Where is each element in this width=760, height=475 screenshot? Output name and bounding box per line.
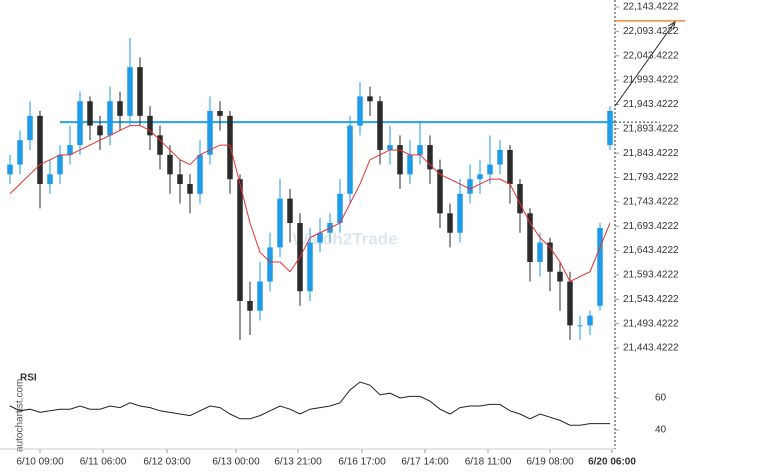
- rsi-label: RSI: [20, 373, 37, 384]
- candle-body: [267, 247, 273, 282]
- y-tick-label: 21,693.4222: [623, 221, 679, 232]
- candle-body: [577, 325, 583, 327]
- x-tick-label: 6/19 08:00: [526, 457, 574, 468]
- candle-body: [427, 145, 433, 170]
- candle-body: [567, 281, 573, 326]
- candle-body: [247, 300, 253, 311]
- x-tick-label: 6/12 03:00: [143, 457, 191, 468]
- candle-body: [17, 140, 23, 165]
- candle-body: [307, 242, 313, 292]
- candle-body: [387, 145, 393, 150]
- candle-body: [117, 101, 123, 116]
- candle-body: [397, 145, 403, 175]
- moving-average: [9, 125, 611, 283]
- y-tick-label: 22,143.4222: [623, 2, 679, 13]
- candle-body: [417, 145, 423, 155]
- y-tick-label: 21,543.4222: [623, 294, 679, 305]
- candle-body: [47, 174, 53, 185]
- candle-body: [27, 115, 33, 141]
- candle-body: [457, 193, 463, 233]
- candle-body: [127, 67, 133, 116]
- candle-body: [227, 115, 233, 180]
- candle-body: [107, 101, 113, 136]
- candle-body: [547, 242, 553, 272]
- candle-body: [157, 135, 163, 155]
- arrow-head: [667, 20, 676, 30]
- candle-body: [477, 174, 483, 180]
- forecast-arrow: [614, 21, 676, 107]
- y-tick-label: 21,643.4222: [623, 245, 679, 256]
- x-tick-label: 6/17 14:00: [401, 457, 449, 468]
- y-tick-label: 21,493.4222: [623, 318, 679, 329]
- candle-body: [257, 281, 263, 311]
- candle-body: [407, 154, 413, 175]
- rsi-tick-label: 60: [655, 393, 667, 404]
- candle-body: [467, 179, 473, 194]
- candle-body: [437, 169, 443, 214]
- y-tick-label: 21,793.4222: [623, 172, 679, 183]
- y-tick-label: 21,993.4222: [623, 75, 679, 86]
- x-tick-label: 6/10 09:00: [16, 457, 64, 468]
- x-tick-label: 6/16 17:00: [338, 457, 386, 468]
- candle-body: [527, 213, 533, 262]
- candle-body: [137, 67, 143, 116]
- x-tick-label: 6/11 06:00: [80, 457, 127, 468]
- candle-body: [487, 164, 493, 175]
- y-tick-label: 21,593.4222: [623, 270, 679, 281]
- y-tick-label: 21,743.4222: [623, 197, 679, 208]
- candle-body: [357, 96, 363, 126]
- candle-body: [217, 110, 223, 116]
- candle-body: [507, 149, 513, 185]
- candle-body: [517, 184, 523, 214]
- candle-body: [7, 164, 13, 175]
- candle-body: [167, 154, 173, 175]
- candle-body: [177, 174, 183, 185]
- x-tick-label: 6/20 06:00: [588, 457, 636, 468]
- rsi-tick-label: 40: [655, 425, 667, 436]
- candle-body: [337, 193, 343, 224]
- x-tick-label: 6/13 00:00: [212, 457, 260, 468]
- candle-body: [377, 101, 383, 150]
- x-tick-label: 6/18 11:00: [465, 457, 512, 468]
- y-tick-label: 22,093.4222: [623, 26, 679, 37]
- candle-body: [237, 179, 243, 301]
- candle-body: [587, 315, 593, 326]
- candle-body: [187, 184, 193, 194]
- rsi-line: [9, 381, 610, 426]
- candle-body: [287, 198, 293, 224]
- candle-body: [97, 125, 103, 136]
- candle-body: [37, 115, 43, 185]
- source-label: autochartist.com: [15, 379, 26, 452]
- candle-body: [557, 271, 563, 282]
- candle-body: [87, 101, 93, 126]
- candle-body: [367, 96, 373, 102]
- candle-body: [497, 149, 503, 165]
- y-tick-label: 21,443.4222: [623, 343, 679, 354]
- candle-body: [597, 227, 603, 306]
- y-tick-label: 21,943.4222: [623, 99, 679, 110]
- y-tick-label: 21,843.4222: [623, 148, 679, 159]
- candle-body: [607, 110, 613, 146]
- candle-body: [347, 125, 353, 194]
- candle-body: [147, 115, 153, 136]
- x-tick-label: 6/13 21:00: [274, 457, 322, 468]
- y-tick-label: 21,893.4222: [623, 123, 679, 134]
- candle-body: [447, 213, 453, 233]
- candle-body: [537, 242, 543, 262]
- candle-body: [57, 154, 63, 175]
- candle-body: [197, 154, 203, 194]
- candle-body: [77, 101, 83, 146]
- candle-body: [317, 232, 323, 243]
- candle-body: [67, 145, 73, 155]
- candle-body: [207, 110, 213, 155]
- candle-body: [277, 198, 283, 248]
